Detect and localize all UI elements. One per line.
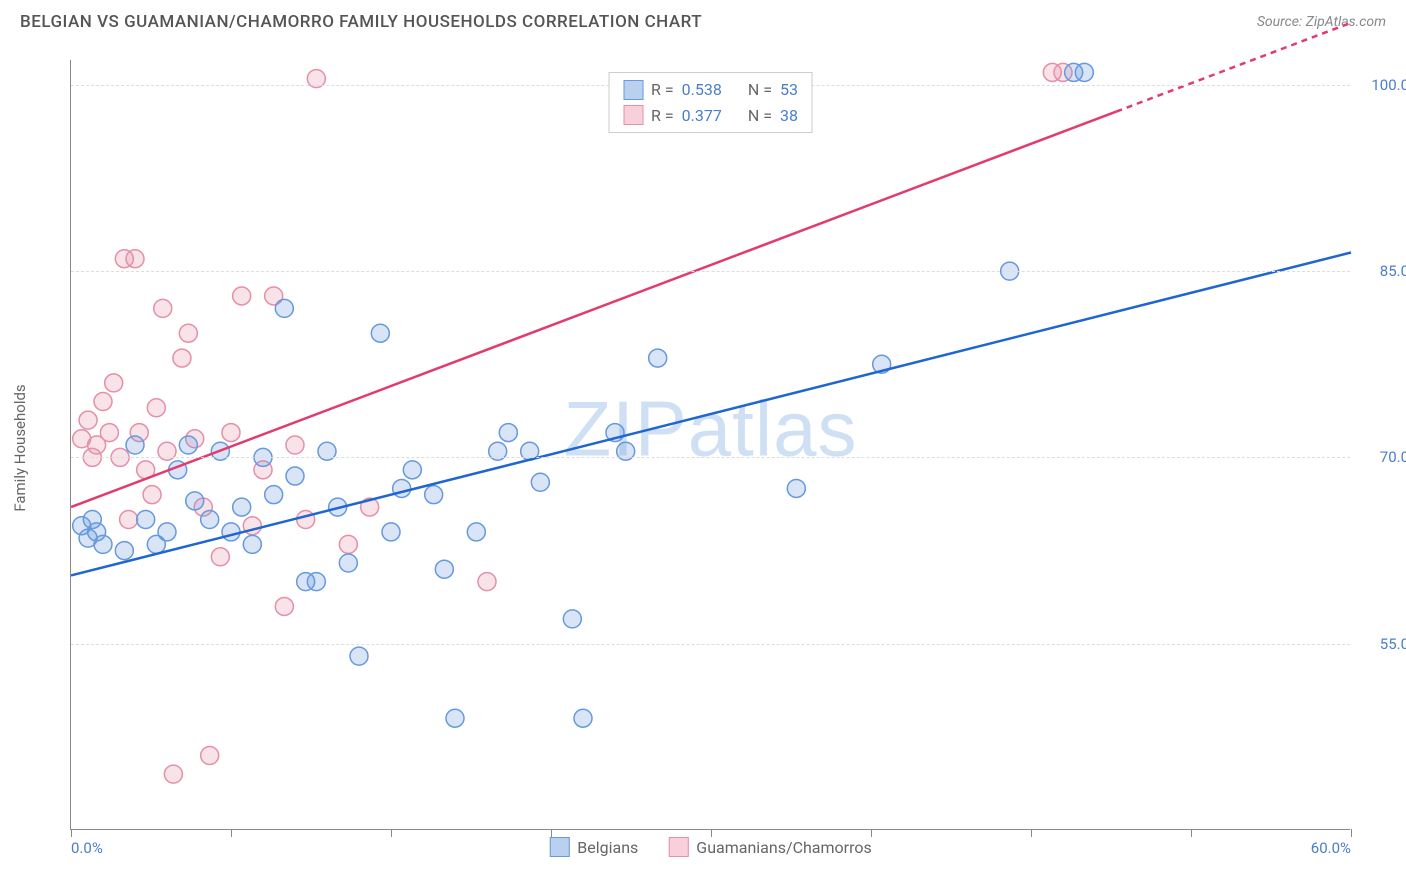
chart-title: BELGIAN VS GUAMANIAN/CHAMORRO FAMILY HOU… [20,12,702,32]
x-tick [1351,829,1352,837]
series-legend-label: Guamanians/Chamorros [696,838,871,857]
legend-n-value-0: 53 [780,77,798,103]
gridline-horizontal [71,644,1350,645]
scatter-point [499,424,517,442]
chart-header: BELGIAN VS GUAMANIAN/CHAMORRO FAMILY HOU… [0,0,1406,40]
y-tick-label: 100.0% [1371,76,1406,94]
trend-line [71,112,1116,508]
legend-swatch-series-0 [623,80,643,100]
scatter-point [286,467,304,485]
scatter-point [186,492,204,510]
x-tick [391,829,392,837]
scatter-point [275,299,293,317]
scatter-point [467,523,485,541]
x-tick [71,829,72,837]
scatter-point [201,511,219,529]
gridline-horizontal [71,271,1350,272]
scatter-point [222,424,240,442]
plot-area: ZIPatlas R = 0.538 N = 53 R = 0.377 N = … [70,60,1350,830]
scatter-point [173,349,191,367]
x-tick [1031,829,1032,837]
legend-swatch-series-1 [623,105,643,125]
scatter-point [307,573,325,591]
scatter-point [126,436,144,454]
scatter-point [211,548,229,566]
series-legend: Belgians Guamanians/Chamorros [549,837,871,857]
scatter-point [425,486,443,504]
x-tick-label: 60.0% [1311,839,1351,857]
y-axis-label: Family Households [11,384,29,511]
x-tick [1191,829,1192,837]
scatter-point [531,473,549,491]
scatter-point [350,647,368,665]
source-attribution: Source: ZipAtlas.com [1257,14,1386,30]
series-legend-item: Guamanians/Chamorros [668,837,871,857]
y-tick-label: 85.0% [1380,262,1406,280]
trend-line [71,253,1351,576]
x-tick-label: 0.0% [71,839,103,857]
scatter-point [574,709,592,727]
x-tick [711,829,712,837]
scatter-point [105,374,123,392]
scatter-point [1065,63,1083,81]
scatter-point [265,486,283,504]
scatter-point [563,610,581,628]
scatter-point [179,324,197,342]
correlation-legend: R = 0.538 N = 53 R = 0.377 N = 38 [608,72,813,133]
scatter-point [339,554,357,572]
legend-swatch-guamanians [668,837,688,857]
scatter-point [137,511,155,529]
scatter-point [286,436,304,454]
y-tick-label: 55.0% [1380,635,1406,653]
series-legend-label: Belgians [577,838,638,857]
scatter-point [435,560,453,578]
scatter-point [120,511,138,529]
x-tick [871,829,872,837]
scatter-point [297,511,315,529]
scatter-point [233,287,251,305]
scatter-point [222,523,240,541]
scatter-point [154,299,172,317]
scatter-point [243,535,261,553]
scatter-point [94,393,112,411]
scatter-point [787,479,805,497]
scatter-point [275,597,293,615]
scatter-point [382,523,400,541]
scatter-point [79,411,97,429]
scatter-point [403,461,421,479]
scatter-point [233,498,251,516]
scatter-point [147,399,165,417]
scatter-point [143,486,161,504]
legend-r-value-0: 0.538 [682,77,722,103]
scatter-point [339,535,357,553]
scatter-point [158,523,176,541]
gridline-horizontal [71,457,1350,458]
x-tick [231,829,232,837]
y-tick-label: 70.0% [1380,448,1406,466]
scatter-point [100,424,118,442]
legend-n-value-1: 38 [780,103,798,129]
scatter-point [446,709,464,727]
legend-n-label: N = [748,77,772,103]
scatter-point [201,746,219,764]
scatter-point [94,535,112,553]
scatter-point [115,542,133,560]
legend-n-label: N = [748,103,772,129]
correlation-legend-row: R = 0.377 N = 38 [623,103,798,129]
scatter-point [179,436,197,454]
scatter-point [164,765,182,783]
scatter-point [478,573,496,591]
scatter-plot-svg [71,60,1350,829]
chart-container: Family Households ZIPatlas R = 0.538 N =… [50,48,1390,848]
scatter-point [126,250,144,268]
scatter-point [371,324,389,342]
legend-swatch-belgians [549,837,569,857]
scatter-point [649,349,667,367]
x-tick [551,829,552,837]
correlation-legend-row: R = 0.538 N = 53 [623,77,798,103]
legend-r-label: R = [651,103,674,129]
legend-r-label: R = [651,77,674,103]
legend-r-value-1: 0.377 [682,103,722,129]
series-legend-item: Belgians [549,837,638,857]
